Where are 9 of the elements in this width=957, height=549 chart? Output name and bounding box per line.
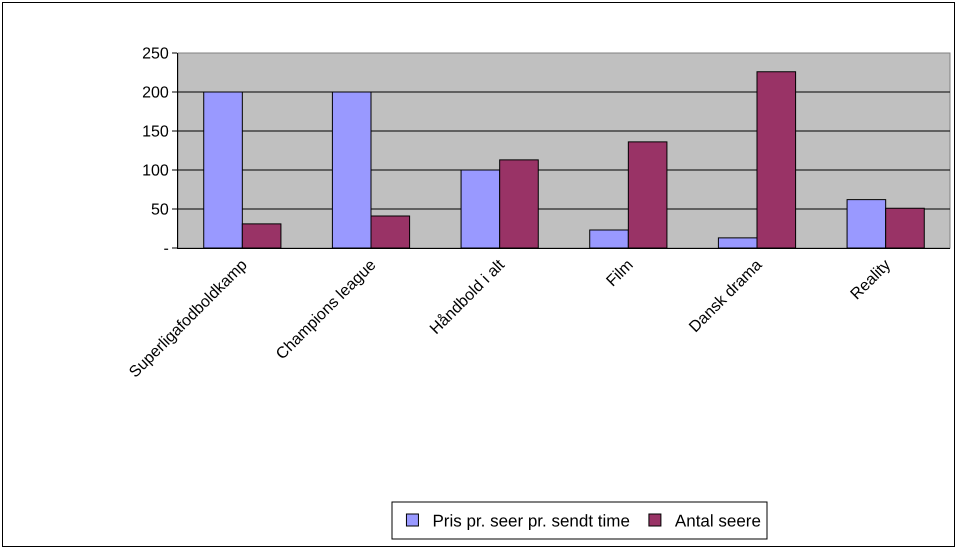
y-tick-label: 250 [142, 46, 169, 63]
legend-label: Antal seere [674, 512, 761, 531]
y-tick-label: 200 [142, 84, 169, 102]
y-tick-label: - [163, 240, 169, 258]
y-tick-label: 150 [142, 124, 169, 141]
x-tick-label: Film [603, 256, 637, 290]
legend-label: Pris pr. seer pr. sendt time [432, 512, 630, 531]
y-tick-label: 100 [142, 162, 169, 180]
y-tick-label: 50 [151, 202, 169, 219]
